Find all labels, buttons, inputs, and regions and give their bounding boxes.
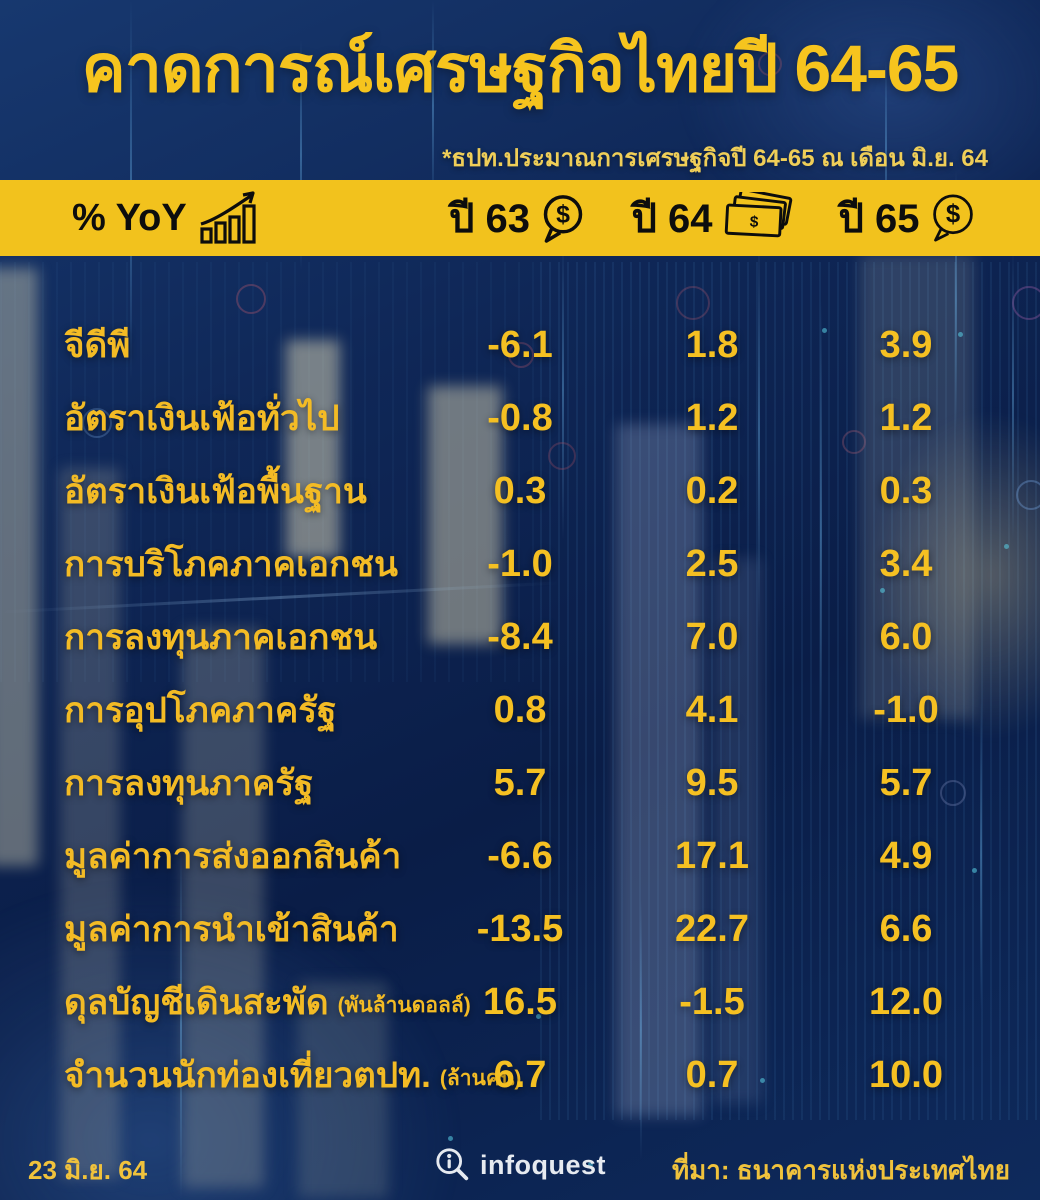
row-unit: (ล้านคน) — [439, 1066, 522, 1090]
value-ปี-64: 9.5 — [685, 762, 739, 804]
table-header-band: % YoY ปี 63 $ ปี 64 — [0, 180, 1040, 256]
value-ปี-63: -0.8 — [487, 397, 553, 439]
value-ปี-65: 3.9 — [879, 324, 933, 366]
svg-text:$: $ — [945, 201, 959, 229]
value-ปี-63: -8.4 — [487, 616, 553, 658]
row-label: มูลค่าการส่งออกสินค้า — [64, 837, 402, 876]
svg-text:$: $ — [556, 202, 570, 229]
value-ปี-63: 16.5 — [483, 981, 557, 1023]
value-ปี-65: -1.0 — [873, 689, 939, 731]
row-label: การอุปโภคภาครัฐ — [64, 691, 337, 730]
column-label: ปี 65 — [838, 197, 920, 241]
value-ปี-64: 7.0 — [685, 616, 739, 658]
row-label: อัตราเงินเฟ้อทั่วไป — [64, 399, 340, 438]
table-row: การลงทุนภาคเอกชน -8.4 7.0 6.0 — [0, 601, 1040, 674]
table-row: จำนวนนักท่องเที่ยวตปท. (ล้านคน) 6.7 0.7 10.0 — [0, 1039, 1040, 1112]
table-row: มูลค่าการนำเข้าสินค้า -13.5 22.7 6.6 — [0, 893, 1040, 966]
value-ปี-63: -6.6 — [487, 835, 553, 877]
row-label: จีดีพี — [64, 326, 131, 365]
unit-label: % YoY — [72, 196, 187, 239]
row-label: อัตราเงินเฟ้อพื้นฐาน — [64, 472, 367, 511]
value-ปี-65: 6.0 — [879, 616, 933, 658]
value-ปี-65: 1.2 — [879, 397, 933, 439]
table-row: ดุลบัญชีเดินสะพัด (พันล้านดอลล์) 16.5 -1.5 1… — [0, 966, 1040, 1039]
logo-text: infoquest — [480, 1149, 606, 1180]
row-label: การลงทุนภาครัฐ — [64, 764, 314, 803]
value-ปี-63: -6.1 — [487, 324, 553, 366]
svg-text:$: $ — [749, 214, 759, 231]
value-ปี-65: 12.0 — [869, 981, 943, 1023]
dollar-bubble-icon: $ — [543, 195, 583, 243]
subtitle-note: *ธปท.ประมาณการเศรษฐกิจปี 64-65 ณ เดือน ม… — [442, 145, 988, 172]
value-ปี-64: 22.7 — [675, 908, 749, 950]
column-header-y65: ปี 65 $ — [806, 180, 1008, 256]
row-label: ดุลบัญชีเดินสะพัด (พันล้านดอลล์) — [64, 983, 471, 1022]
value-ปี-65: 6.6 — [879, 908, 933, 950]
column-label: ปี 64 — [631, 197, 713, 241]
value-ปี-64: 0.2 — [685, 470, 739, 512]
infoquest-logo: infoquest — [0, 1146, 1040, 1184]
publish-date: 23 มิ.ย. 64 — [28, 1155, 148, 1185]
value-ปี-64: 2.5 — [685, 543, 739, 585]
value-ปี-64: 0.7 — [685, 1054, 739, 1096]
value-ปี-64: 1.8 — [685, 324, 739, 366]
row-unit: (พันล้านดอลล์) — [337, 993, 471, 1017]
dollar-round-bubble-icon: $ — [932, 194, 973, 242]
unit-header: % YoY — [72, 180, 261, 256]
page-title: คาดการณ์เศรษฐกิจไทยปี 64-65 — [81, 31, 960, 105]
dot-decoration — [448, 1136, 453, 1141]
source-credit: ที่มา: ธนาคารแห่งประเทศไทย — [672, 1155, 1010, 1185]
row-label: มูลค่าการนำเข้าสินค้า — [64, 910, 399, 949]
data-rows: จีดีพี -6.1 1.8 3.9 อัตราเงินเฟ้อทั่วไป -0.8 1… — [0, 309, 1040, 1112]
value-ปี-64: 1.2 — [685, 397, 739, 439]
table-row: การอุปโภคภาครัฐ 0.8 4.1 -1.0 — [0, 674, 1040, 747]
row-label: จำนวนนักท่องเที่ยวตปท. (ล้านคน) — [64, 1056, 522, 1095]
column-label: ปี 63 — [449, 197, 530, 241]
table-row: อัตราเงินเฟ้อพื้นฐาน 0.3 0.2 0.3 — [0, 455, 1040, 528]
value-ปี-65: 3.4 — [879, 543, 933, 585]
value-ปี-64: -1.5 — [679, 981, 745, 1023]
column-header-y63: ปี 63 $ — [415, 180, 620, 256]
value-ปี-65: 4.9 — [879, 835, 933, 877]
value-ปี-64: 4.1 — [685, 689, 739, 731]
table-row: การบริโภคภาคเอกชน -1.0 2.5 3.4 — [0, 528, 1040, 601]
table-row: อัตราเงินเฟ้อทั่วไป -0.8 1.2 1.2 — [0, 382, 1040, 455]
value-ปี-63: 0.3 — [493, 470, 547, 512]
value-ปี-63: -1.0 — [487, 543, 553, 585]
table-row: มูลค่าการส่งออกสินค้า -6.6 17.1 4.9 — [0, 820, 1040, 893]
banknotes-icon: $ — [724, 192, 792, 238]
value-ปี-63: 6.7 — [493, 1054, 547, 1096]
value-ปี-65: 5.7 — [879, 762, 933, 804]
value-ปี-63: 0.8 — [493, 689, 547, 731]
table-row: การลงทุนภาครัฐ 5.7 9.5 5.7 — [0, 747, 1040, 820]
column-header-y64: ปี 64 $ — [606, 180, 820, 256]
value-ปี-63: 5.7 — [493, 762, 547, 804]
row-label: การบริโภคภาคเอกชน — [64, 545, 398, 584]
row-label: การลงทุนภาคเอกชน — [64, 618, 378, 657]
value-ปี-64: 17.1 — [675, 835, 749, 877]
value-ปี-63: -13.5 — [476, 908, 564, 950]
growth-chart-icon — [200, 191, 256, 244]
value-ปี-65: 10.0 — [869, 1054, 943, 1096]
value-ปี-65: 0.3 — [879, 470, 933, 512]
magnifier-i-icon — [436, 1148, 469, 1181]
table-row: จีดีพี -6.1 1.8 3.9 — [0, 309, 1040, 382]
